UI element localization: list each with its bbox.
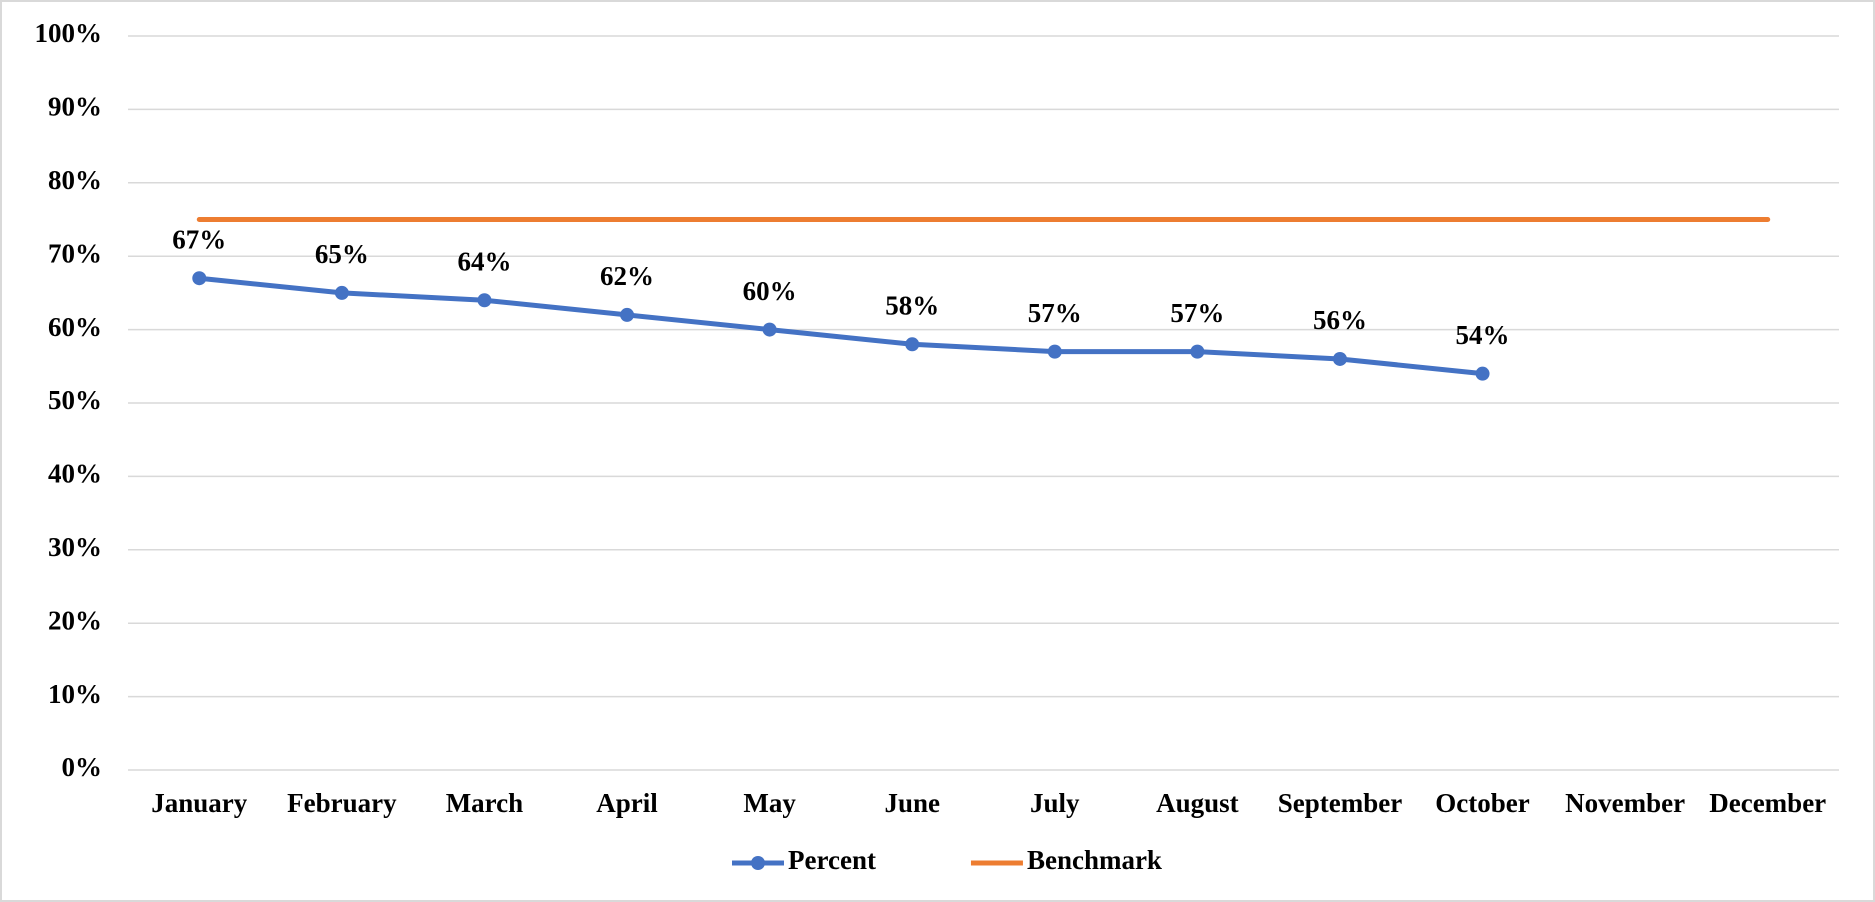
point (762, 322, 777, 337)
data-label: 62% (600, 261, 654, 291)
y-tick-label: 90% (48, 92, 102, 122)
point (334, 285, 349, 300)
y-tick-label: 10% (48, 679, 102, 709)
data-label: 54% (1456, 320, 1510, 350)
x-tick-label: December (1709, 788, 1826, 818)
y-tick-label: 20% (48, 605, 102, 635)
x-tick-label: February (287, 788, 397, 818)
data-label: 60% (743, 276, 797, 306)
point (192, 271, 207, 286)
x-tick-label: October (1435, 788, 1529, 818)
point (905, 337, 920, 352)
point (1047, 344, 1062, 359)
legend-label: Benchmark (1027, 845, 1162, 875)
data-label: 57% (1028, 298, 1082, 328)
y-tick-label: 30% (48, 532, 102, 562)
x-tick-label: May (743, 788, 796, 818)
data-label: 64% (457, 246, 511, 276)
point (1190, 344, 1205, 359)
point (620, 307, 635, 322)
legend-marker (751, 856, 765, 870)
data-label: 56% (1313, 305, 1367, 335)
y-tick-label: 70% (48, 238, 102, 268)
y-tick-label: 60% (48, 312, 102, 342)
point (477, 293, 492, 308)
data-label: 58% (885, 290, 939, 320)
x-tick-label: November (1565, 788, 1685, 818)
y-tick-label: 80% (48, 165, 102, 195)
y-tick-label: 40% (48, 459, 102, 489)
y-tick-label: 50% (48, 385, 102, 415)
x-tick-label: June (884, 788, 940, 818)
y-tick-label: 0% (62, 752, 103, 782)
data-label: 67% (172, 224, 226, 254)
x-tick-label: July (1030, 788, 1080, 818)
x-tick-label: January (151, 788, 248, 818)
x-tick-label: September (1278, 788, 1402, 818)
series-line (196, 275, 1486, 377)
y-tick-label: 100% (35, 18, 103, 48)
x-tick-label: August (1156, 788, 1239, 818)
legend-label: Percent (788, 845, 876, 875)
point (1475, 366, 1490, 381)
x-tick-label: April (596, 788, 658, 818)
x-tick-label: March (446, 788, 523, 818)
point (1332, 351, 1347, 366)
data-label: 57% (1170, 298, 1224, 328)
data-label: 65% (315, 239, 369, 269)
